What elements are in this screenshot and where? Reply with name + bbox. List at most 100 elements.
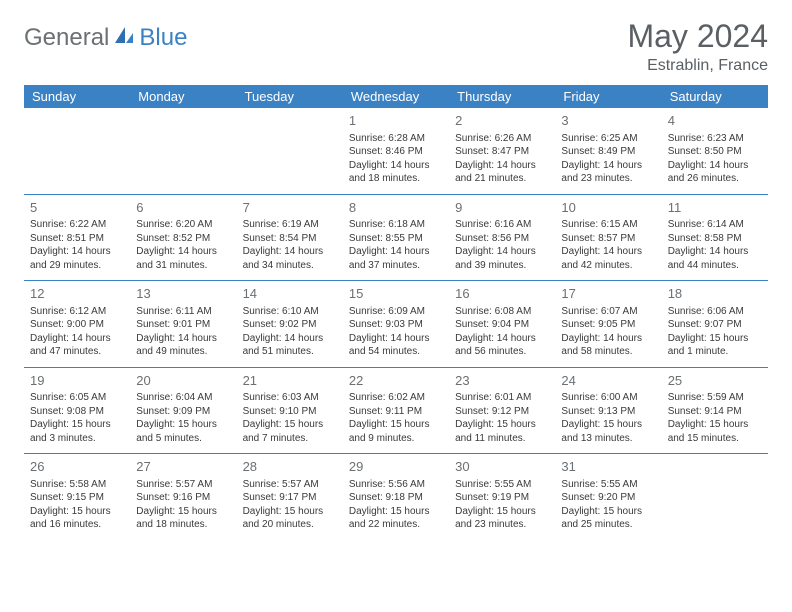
weekday-sunday: Sunday [24, 85, 130, 108]
sunset-line: Sunset: 9:01 PM [136, 318, 230, 332]
sunrise-line: Sunrise: 5:58 AM [30, 478, 124, 492]
sunrise-line: Sunrise: 6:12 AM [30, 305, 124, 319]
daylight-line: Daylight: 15 hours and 15 minutes. [668, 418, 762, 445]
day-number: 25 [668, 372, 762, 390]
day-number: 11 [668, 199, 762, 217]
calendar-cell: 5Sunrise: 6:22 AMSunset: 8:51 PMDaylight… [24, 194, 130, 281]
day-number: 1 [349, 112, 443, 130]
sunrise-line: Sunrise: 6:16 AM [455, 218, 549, 232]
sunset-line: Sunset: 9:14 PM [668, 405, 762, 419]
day-number: 27 [136, 458, 230, 476]
calendar-cell: 13Sunrise: 6:11 AMSunset: 9:01 PMDayligh… [130, 281, 236, 368]
daylight-line: Daylight: 15 hours and 22 minutes. [349, 505, 443, 532]
calendar-cell: 21Sunrise: 6:03 AMSunset: 9:10 PMDayligh… [237, 367, 343, 454]
day-number: 20 [136, 372, 230, 390]
sunset-line: Sunset: 8:57 PM [561, 232, 655, 246]
daylight-line: Daylight: 15 hours and 23 minutes. [455, 505, 549, 532]
logo: General Blue [24, 24, 187, 52]
day-number: 19 [30, 372, 124, 390]
calendar-cell: 14Sunrise: 6:10 AMSunset: 9:02 PMDayligh… [237, 281, 343, 368]
daylight-line: Daylight: 14 hours and 47 minutes. [30, 332, 124, 359]
calendar-cell: 10Sunrise: 6:15 AMSunset: 8:57 PMDayligh… [555, 194, 661, 281]
weekday-saturday: Saturday [662, 85, 768, 108]
calendar-cell: 6Sunrise: 6:20 AMSunset: 8:52 PMDaylight… [130, 194, 236, 281]
calendar-cell: 20Sunrise: 6:04 AMSunset: 9:09 PMDayligh… [130, 367, 236, 454]
logo-sail-icon [113, 25, 135, 52]
calendar-cell: 27Sunrise: 5:57 AMSunset: 9:16 PMDayligh… [130, 454, 236, 540]
sunset-line: Sunset: 9:11 PM [349, 405, 443, 419]
sunrise-line: Sunrise: 5:57 AM [243, 478, 337, 492]
weekday-thursday: Thursday [449, 85, 555, 108]
sunrise-line: Sunrise: 5:56 AM [349, 478, 443, 492]
daylight-line: Daylight: 14 hours and 34 minutes. [243, 245, 337, 272]
day-number: 31 [561, 458, 655, 476]
calendar-cell [24, 108, 130, 194]
daylight-line: Daylight: 15 hours and 9 minutes. [349, 418, 443, 445]
weekday-monday: Monday [130, 85, 236, 108]
sunset-line: Sunset: 9:02 PM [243, 318, 337, 332]
day-number: 13 [136, 285, 230, 303]
sunrise-line: Sunrise: 6:02 AM [349, 391, 443, 405]
calendar-row: 1Sunrise: 6:28 AMSunset: 8:46 PMDaylight… [24, 108, 768, 194]
sunrise-line: Sunrise: 6:20 AM [136, 218, 230, 232]
sunset-line: Sunset: 9:10 PM [243, 405, 337, 419]
sunset-line: Sunset: 9:12 PM [455, 405, 549, 419]
sunset-line: Sunset: 9:07 PM [668, 318, 762, 332]
day-number: 4 [668, 112, 762, 130]
calendar-cell: 19Sunrise: 6:05 AMSunset: 9:08 PMDayligh… [24, 367, 130, 454]
calendar-cell: 23Sunrise: 6:01 AMSunset: 9:12 PMDayligh… [449, 367, 555, 454]
day-number: 7 [243, 199, 337, 217]
day-number: 5 [30, 199, 124, 217]
calendar-cell: 3Sunrise: 6:25 AMSunset: 8:49 PMDaylight… [555, 108, 661, 194]
sunrise-line: Sunrise: 6:23 AM [668, 132, 762, 146]
sunset-line: Sunset: 9:03 PM [349, 318, 443, 332]
title-block: May 2024 Estrablin, France [627, 18, 768, 75]
sunset-line: Sunset: 9:05 PM [561, 318, 655, 332]
calendar-cell: 22Sunrise: 6:02 AMSunset: 9:11 PMDayligh… [343, 367, 449, 454]
sunset-line: Sunset: 8:46 PM [349, 145, 443, 159]
calendar-cell: 1Sunrise: 6:28 AMSunset: 8:46 PMDaylight… [343, 108, 449, 194]
sunrise-line: Sunrise: 6:18 AM [349, 218, 443, 232]
daylight-line: Daylight: 15 hours and 20 minutes. [243, 505, 337, 532]
daylight-line: Daylight: 14 hours and 31 minutes. [136, 245, 230, 272]
calendar-cell: 8Sunrise: 6:18 AMSunset: 8:55 PMDaylight… [343, 194, 449, 281]
calendar-table: Sunday Monday Tuesday Wednesday Thursday… [24, 85, 768, 540]
sunset-line: Sunset: 9:19 PM [455, 491, 549, 505]
sunrise-line: Sunrise: 6:01 AM [455, 391, 549, 405]
sunset-line: Sunset: 8:49 PM [561, 145, 655, 159]
day-number: 9 [455, 199, 549, 217]
sunrise-line: Sunrise: 6:00 AM [561, 391, 655, 405]
header: General Blue May 2024 Estrablin, France [24, 18, 768, 75]
calendar-cell: 24Sunrise: 6:00 AMSunset: 9:13 PMDayligh… [555, 367, 661, 454]
calendar-cell: 2Sunrise: 6:26 AMSunset: 8:47 PMDaylight… [449, 108, 555, 194]
daylight-line: Daylight: 14 hours and 51 minutes. [243, 332, 337, 359]
logo-text-1: General [24, 24, 109, 52]
sunrise-line: Sunrise: 5:59 AM [668, 391, 762, 405]
daylight-line: Daylight: 15 hours and 3 minutes. [30, 418, 124, 445]
calendar-cell: 28Sunrise: 5:57 AMSunset: 9:17 PMDayligh… [237, 454, 343, 540]
sunset-line: Sunset: 9:20 PM [561, 491, 655, 505]
sunset-line: Sunset: 8:51 PM [30, 232, 124, 246]
sunset-line: Sunset: 9:18 PM [349, 491, 443, 505]
sunrise-line: Sunrise: 6:10 AM [243, 305, 337, 319]
sunrise-line: Sunrise: 5:55 AM [455, 478, 549, 492]
calendar-cell [130, 108, 236, 194]
day-number: 26 [30, 458, 124, 476]
daylight-line: Daylight: 15 hours and 5 minutes. [136, 418, 230, 445]
daylight-line: Daylight: 14 hours and 49 minutes. [136, 332, 230, 359]
day-number: 18 [668, 285, 762, 303]
sunrise-line: Sunrise: 5:55 AM [561, 478, 655, 492]
weekday-wednesday: Wednesday [343, 85, 449, 108]
calendar-cell: 29Sunrise: 5:56 AMSunset: 9:18 PMDayligh… [343, 454, 449, 540]
day-number: 6 [136, 199, 230, 217]
day-number: 8 [349, 199, 443, 217]
day-number: 24 [561, 372, 655, 390]
sunrise-line: Sunrise: 6:03 AM [243, 391, 337, 405]
sunrise-line: Sunrise: 6:14 AM [668, 218, 762, 232]
sunset-line: Sunset: 9:16 PM [136, 491, 230, 505]
daylight-line: Daylight: 14 hours and 44 minutes. [668, 245, 762, 272]
daylight-line: Daylight: 14 hours and 54 minutes. [349, 332, 443, 359]
sunset-line: Sunset: 8:58 PM [668, 232, 762, 246]
calendar-row: 26Sunrise: 5:58 AMSunset: 9:15 PMDayligh… [24, 454, 768, 540]
sunrise-line: Sunrise: 6:08 AM [455, 305, 549, 319]
